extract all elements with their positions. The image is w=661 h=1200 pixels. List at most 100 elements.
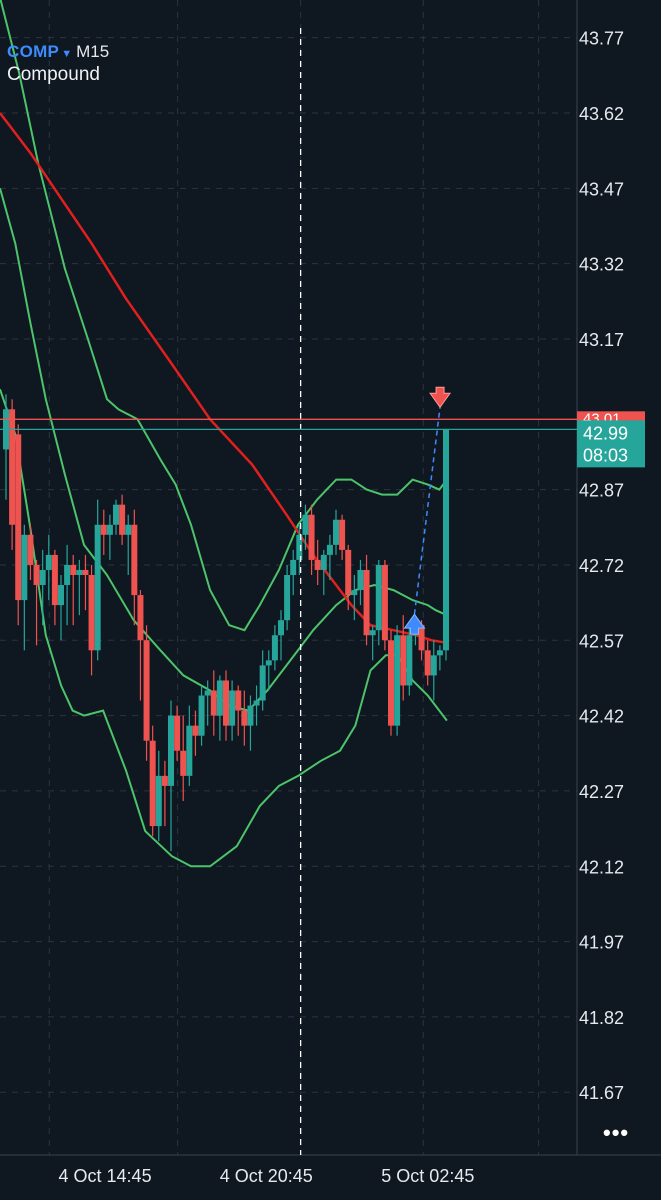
y-tick-label: 42.42	[579, 707, 624, 727]
candle	[302, 504, 309, 550]
candle-body	[137, 595, 144, 641]
y-tick-label: 43.47	[579, 179, 624, 199]
candle	[333, 509, 339, 555]
symbol-label[interactable]: COMP	[7, 42, 60, 61]
candle	[223, 670, 229, 741]
trade-connector-line	[413, 407, 441, 615]
y-tick-label: 42.12	[579, 857, 624, 877]
candle	[198, 685, 205, 746]
candle-body	[326, 544, 333, 555]
candle-body	[443, 429, 449, 651]
candle-body	[106, 524, 113, 535]
price-axis[interactable]: 43.77 43.62 43.47 43.32 43.17 42.87 42.72 42.57…	[577, 29, 645, 1104]
candle-body	[82, 569, 89, 575]
candle	[149, 725, 156, 837]
candle	[314, 539, 321, 586]
candle	[424, 640, 431, 686]
candle	[351, 574, 358, 621]
candle-body	[9, 409, 16, 525]
candle-body	[33, 564, 40, 586]
candle-body	[375, 564, 382, 631]
candle-body	[229, 690, 236, 726]
candle	[210, 670, 217, 736]
countdown-label: 08:03	[583, 445, 628, 465]
candle	[155, 750, 162, 842]
candle-body	[210, 690, 217, 716]
candle	[247, 695, 254, 751]
candle	[45, 534, 52, 601]
candle	[345, 544, 352, 611]
candle-body	[369, 630, 376, 636]
candle	[143, 625, 150, 761]
candle-body	[119, 504, 126, 535]
candle-body	[15, 434, 22, 601]
candle-body	[155, 775, 162, 827]
candle-body	[418, 625, 425, 651]
y-tick-label: 41.97	[579, 933, 624, 953]
candle	[137, 590, 144, 701]
candle-body	[271, 635, 278, 661]
candle-body	[363, 569, 370, 636]
x-tick-label: 4 Oct 14:45	[59, 1166, 152, 1186]
candle-body	[381, 564, 388, 641]
candle	[125, 514, 132, 575]
candle	[180, 715, 187, 801]
y-tick-label: 42.57	[579, 631, 624, 651]
timeframe-label[interactable]: M15	[76, 42, 110, 61]
candle	[204, 680, 211, 726]
candle	[375, 559, 382, 646]
candle-body	[241, 710, 248, 726]
candle	[88, 564, 95, 676]
candle	[131, 509, 138, 626]
candle-body	[339, 519, 346, 550]
candle-body	[430, 655, 437, 676]
candle-body	[320, 554, 327, 570]
current-price-label: 42.99	[583, 423, 628, 443]
candle-body	[100, 524, 107, 535]
candle	[58, 574, 64, 641]
candle	[82, 554, 89, 611]
candle	[290, 549, 297, 596]
y-tick-label: 41.82	[579, 1008, 624, 1028]
candle	[394, 625, 401, 736]
candle-body	[388, 640, 394, 726]
candle-body	[204, 690, 211, 696]
candle	[339, 514, 346, 560]
candle	[436, 645, 443, 671]
candle-body	[198, 695, 205, 736]
candle-body	[149, 740, 156, 827]
y-tick-label: 42.27	[579, 782, 624, 802]
candles	[3, 394, 449, 852]
candle	[119, 494, 126, 545]
candle-body	[357, 569, 364, 591]
candle-body	[21, 534, 28, 601]
candle	[174, 705, 181, 761]
candle	[186, 705, 193, 786]
candle	[308, 504, 315, 575]
instrument-name: Compound	[7, 64, 100, 85]
candle-body	[64, 564, 71, 586]
candle	[369, 625, 376, 661]
candle-body	[168, 715, 174, 786]
candle-body	[94, 524, 101, 651]
candle	[284, 564, 291, 631]
moving-average-line	[0, 112, 448, 645]
candle-body	[70, 564, 77, 575]
candle	[100, 509, 107, 555]
chart-header[interactable]: COMP ▼ M15 Compound	[7, 42, 109, 86]
chevron-down-icon[interactable]: ▼	[61, 48, 73, 60]
candle-body	[186, 725, 193, 776]
candle-body	[314, 559, 321, 570]
candle	[296, 524, 303, 575]
candle	[271, 625, 278, 671]
candle-body	[88, 574, 95, 651]
time-axis[interactable]: 4 Oct 14:45 4 Oct 20:45 5 Oct 02:45	[59, 1166, 475, 1186]
candle-body	[296, 534, 303, 560]
candle-body	[345, 549, 352, 596]
candle	[64, 544, 71, 626]
candle-body	[284, 574, 291, 621]
more-options-icon[interactable]: •••	[603, 1120, 630, 1145]
candle	[15, 424, 22, 626]
y-tick-label: 43.32	[579, 255, 624, 275]
